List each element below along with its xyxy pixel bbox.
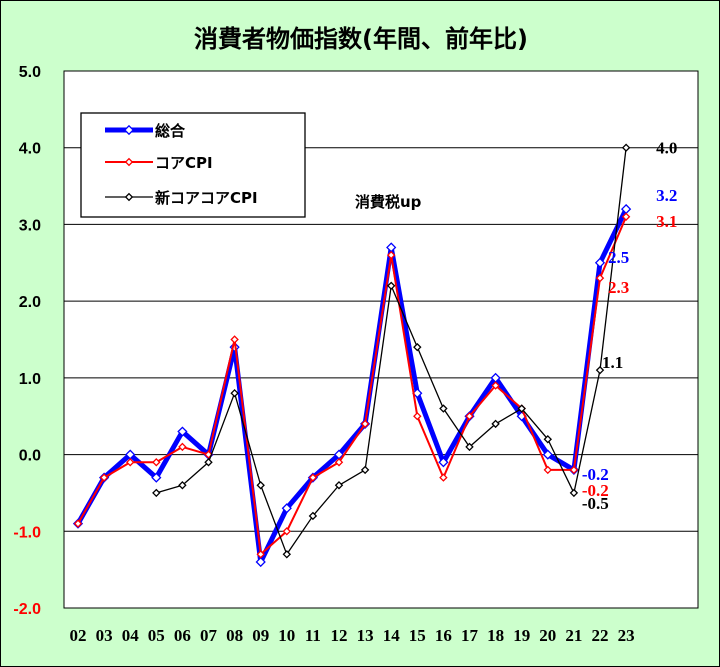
data-label: 2.3 xyxy=(608,278,629,297)
chart-title: 消費者物価指数(年間、前年比) xyxy=(194,25,528,53)
data-point-marker xyxy=(334,481,344,490)
x-tick-label: 22 xyxy=(592,626,609,645)
y-tick-label: 0.0 xyxy=(19,448,41,465)
data-point-marker xyxy=(360,465,370,475)
data-point-marker xyxy=(412,388,423,399)
data-point-marker xyxy=(204,458,213,467)
data-label: -0.5 xyxy=(582,494,609,513)
data-point-marker xyxy=(386,250,396,260)
data-point-marker xyxy=(386,281,396,291)
y-tick-label: 3.0 xyxy=(19,217,41,234)
data-point-marker xyxy=(543,435,553,444)
data-point-marker xyxy=(491,419,500,429)
data-point-marker xyxy=(621,143,631,152)
data-point-marker xyxy=(73,519,83,528)
data-point-marker xyxy=(413,411,422,421)
data-point-marker xyxy=(125,458,135,467)
x-tick-label: 15 xyxy=(409,626,426,645)
x-tick-label: 16 xyxy=(435,626,452,645)
x-tick-label: 12 xyxy=(331,626,348,645)
data-point-marker xyxy=(256,481,265,490)
legend-entry: 新コアコアCPI xyxy=(155,189,258,207)
data-point-marker xyxy=(542,449,553,460)
data-point-marker xyxy=(152,458,161,467)
data-point-marker xyxy=(151,472,162,483)
legend-swatch-marker xyxy=(124,157,134,167)
x-tick-label: 10 xyxy=(278,626,295,645)
data-label: 3.1 xyxy=(656,212,677,231)
x-tick-label: 09 xyxy=(252,626,269,645)
data-point-marker xyxy=(595,365,605,375)
data-label: -0.2 xyxy=(582,465,609,484)
data-point-marker xyxy=(282,527,292,536)
data-point-marker xyxy=(152,488,161,498)
data-point-marker xyxy=(99,473,109,482)
data-point-marker xyxy=(517,404,526,413)
x-tick-label: 03 xyxy=(96,626,113,645)
y-tick-label: 5.0 xyxy=(19,64,41,81)
x-tick-label: 07 xyxy=(200,626,218,645)
data-point-marker xyxy=(334,458,344,467)
x-tick-label: 02 xyxy=(70,626,87,645)
data-point-marker xyxy=(465,411,474,421)
data-point-marker xyxy=(255,556,266,568)
x-tick-label: 17 xyxy=(461,626,479,645)
x-tick-label: 08 xyxy=(226,626,243,645)
y-tick-label: 4.0 xyxy=(19,141,41,158)
y-tick-label: 2.0 xyxy=(19,294,41,311)
data-point-marker xyxy=(256,550,265,559)
data-point-marker xyxy=(178,442,187,452)
x-tick-label: 20 xyxy=(539,626,556,645)
legend-entry: 総合 xyxy=(155,122,186,140)
data-point-marker xyxy=(439,404,448,413)
data-point-marker xyxy=(178,481,187,490)
x-tick-label: 05 xyxy=(148,626,165,645)
data-point-marker xyxy=(569,488,579,498)
data-label: 4.0 xyxy=(656,139,677,158)
data-point-marker xyxy=(360,419,370,429)
legend-swatch-marker xyxy=(124,192,134,202)
legend-entry: コアCPI xyxy=(155,154,213,172)
annotation-text: 消費税up xyxy=(355,193,422,211)
data-label: -0.2 xyxy=(582,481,609,500)
data-point-marker xyxy=(438,457,449,468)
y-tick-label: -2.0 xyxy=(13,601,41,618)
data-point-marker xyxy=(282,550,292,559)
data-point-marker xyxy=(439,473,448,482)
data-point-marker xyxy=(281,503,292,514)
data-point-marker xyxy=(543,465,553,475)
x-tick-label: 06 xyxy=(174,626,191,645)
data-point-marker xyxy=(230,388,239,398)
data-point-marker xyxy=(413,342,422,352)
data-point-marker xyxy=(230,335,239,344)
x-tick-label: 18 xyxy=(487,626,504,645)
x-tick-label: 23 xyxy=(618,626,635,645)
data-point-marker xyxy=(177,426,188,437)
data-point-marker xyxy=(569,465,579,475)
x-tick-label: 11 xyxy=(305,626,321,645)
x-tick-label: 14 xyxy=(383,626,401,645)
x-tick-label: 04 xyxy=(122,626,140,645)
data-point-marker xyxy=(595,273,605,283)
data-point-marker xyxy=(308,511,318,521)
legend-swatch-marker xyxy=(123,124,135,136)
series-line-1 xyxy=(77,216,628,556)
data-point-marker xyxy=(465,442,474,452)
data-label: 1.1 xyxy=(602,353,623,372)
data-point-marker xyxy=(594,257,606,268)
data-point-marker xyxy=(621,212,631,221)
y-tick-label: -1.0 xyxy=(13,524,41,541)
x-tick-label: 21 xyxy=(565,626,582,645)
data-point-marker xyxy=(308,473,318,482)
y-tick-label: 1.0 xyxy=(19,371,41,388)
data-label: 3.2 xyxy=(656,186,677,205)
data-label: 2.5 xyxy=(608,248,629,267)
x-tick-label: 19 xyxy=(513,626,530,645)
x-tick-label: 13 xyxy=(357,626,374,645)
data-point-marker xyxy=(491,381,500,390)
